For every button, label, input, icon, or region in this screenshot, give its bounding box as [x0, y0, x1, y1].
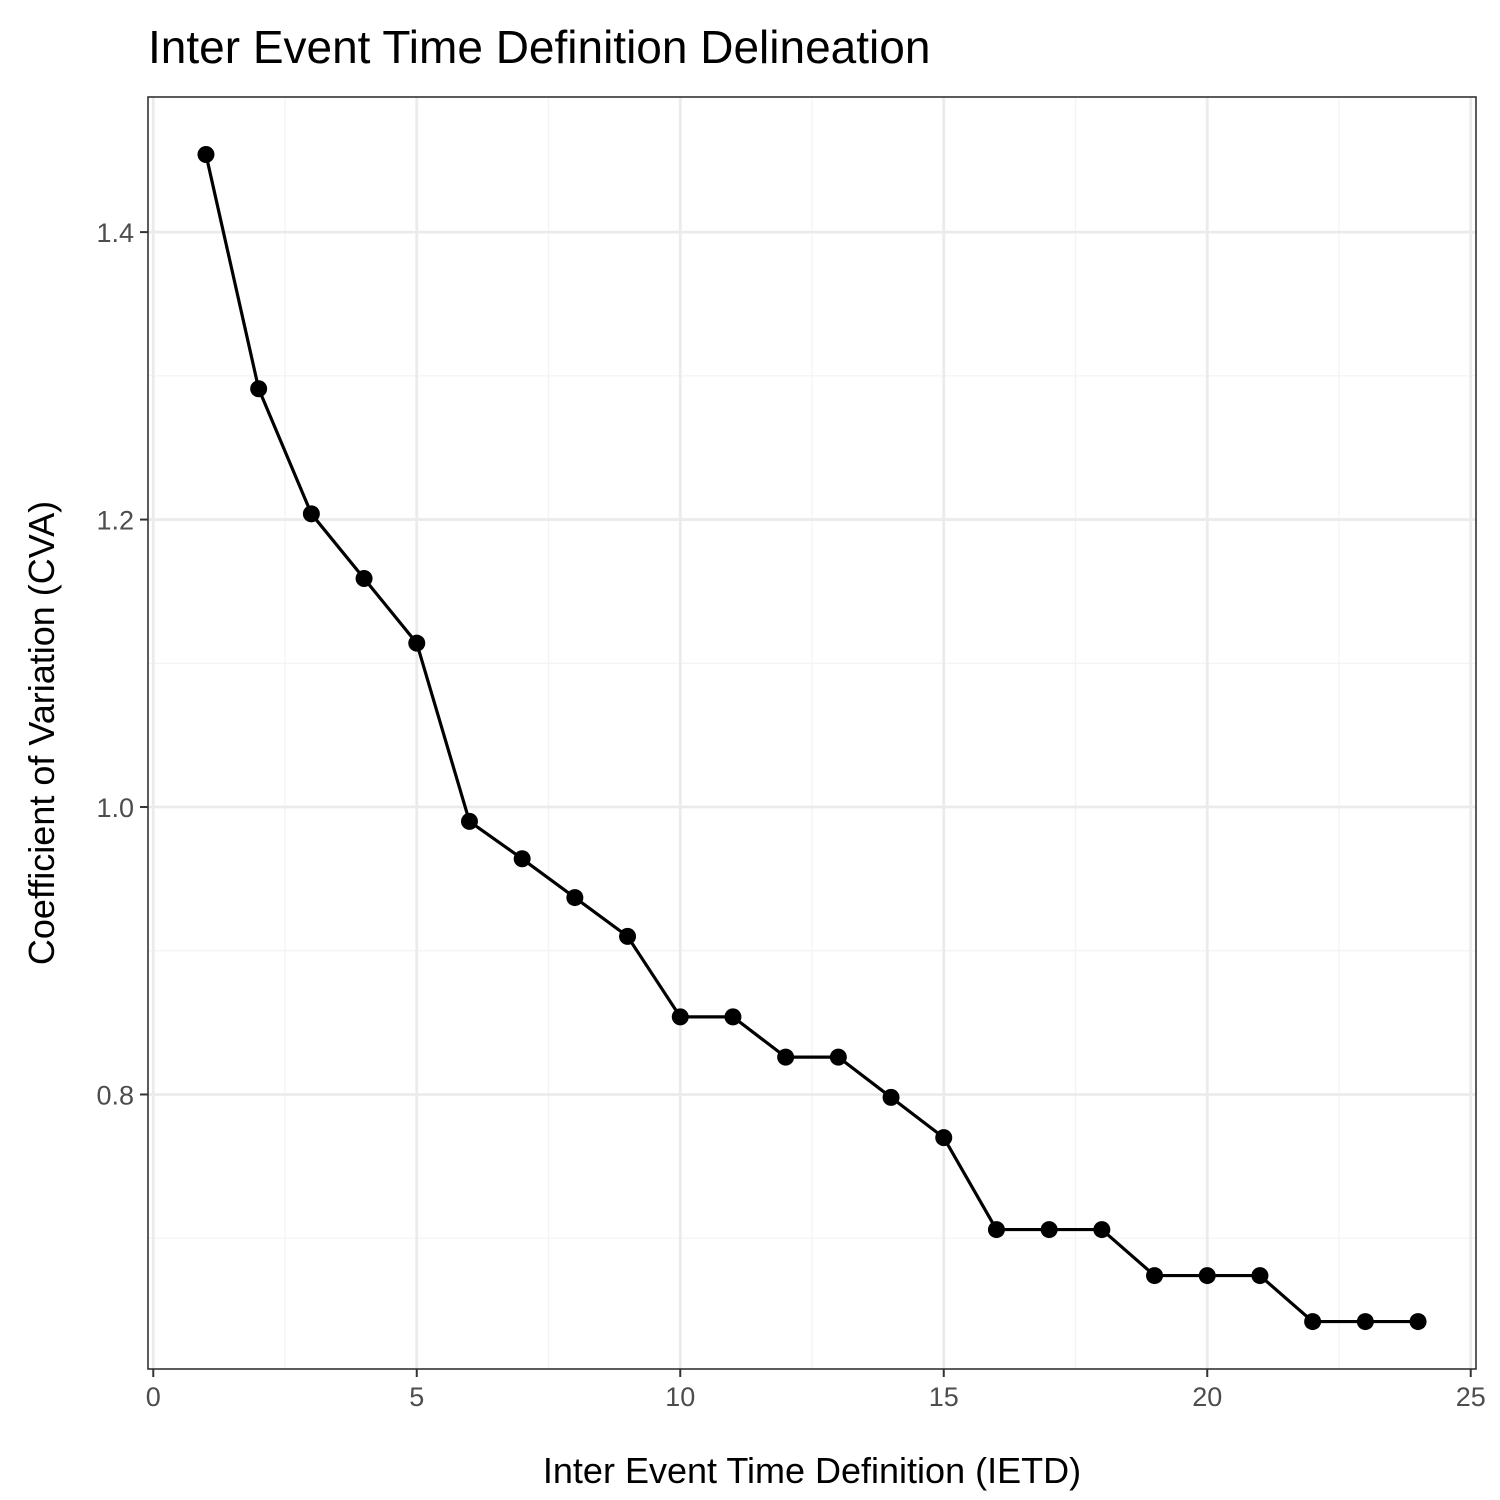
data-point [1198, 1267, 1216, 1285]
data-point [724, 1008, 742, 1026]
data-point [197, 145, 215, 163]
series-line [204, 154, 1419, 1324]
data-point [935, 1129, 953, 1147]
data-point [250, 380, 268, 398]
x-tick-label: 0 [146, 1382, 161, 1412]
y-axis: 0.8 1.0 1.2 1.4 [96, 218, 148, 1110]
data-point [1251, 1267, 1269, 1285]
data-point [829, 1048, 847, 1066]
minor-gridlines [148, 97, 1476, 1369]
data-point [1093, 1221, 1111, 1239]
x-tick-label: 20 [1192, 1382, 1222, 1412]
data-point [460, 812, 478, 830]
data-point [671, 1008, 689, 1026]
x-tick-label: 15 [929, 1382, 959, 1412]
data-point [1356, 1313, 1374, 1331]
data-point [777, 1048, 795, 1066]
x-tick-label: 25 [1456, 1382, 1486, 1412]
data-point [566, 889, 584, 907]
y-tick-label: 0.8 [96, 1080, 134, 1110]
data-point [1040, 1221, 1058, 1239]
data-point [987, 1221, 1005, 1239]
data-point [513, 850, 531, 868]
data-point [355, 569, 373, 587]
data-point [1146, 1267, 1164, 1285]
y-tick-label: 1.0 [96, 793, 134, 823]
chart-title: Inter Event Time Definition Delineation [148, 21, 930, 73]
data-point [302, 505, 320, 523]
x-axis: 0 5 10 15 20 25 [146, 1369, 1486, 1412]
x-axis-title: Inter Event Time Definition (IETD) [543, 1450, 1081, 1491]
data-point [882, 1088, 900, 1106]
series-layer [197, 145, 1427, 1331]
y-axis-title: Coefficient of Variation (CVA) [21, 501, 62, 965]
x-tick-label: 5 [409, 1382, 424, 1412]
y-tick-label: 1.4 [96, 218, 134, 248]
x-tick-label: 10 [665, 1382, 695, 1412]
data-point [408, 634, 426, 652]
major-gridlines [148, 97, 1476, 1369]
panel-border [147, 96, 1477, 1370]
data-point [619, 927, 637, 945]
y-tick-label: 1.2 [96, 506, 134, 536]
data-point [1409, 1313, 1427, 1331]
data-point [1304, 1313, 1322, 1331]
